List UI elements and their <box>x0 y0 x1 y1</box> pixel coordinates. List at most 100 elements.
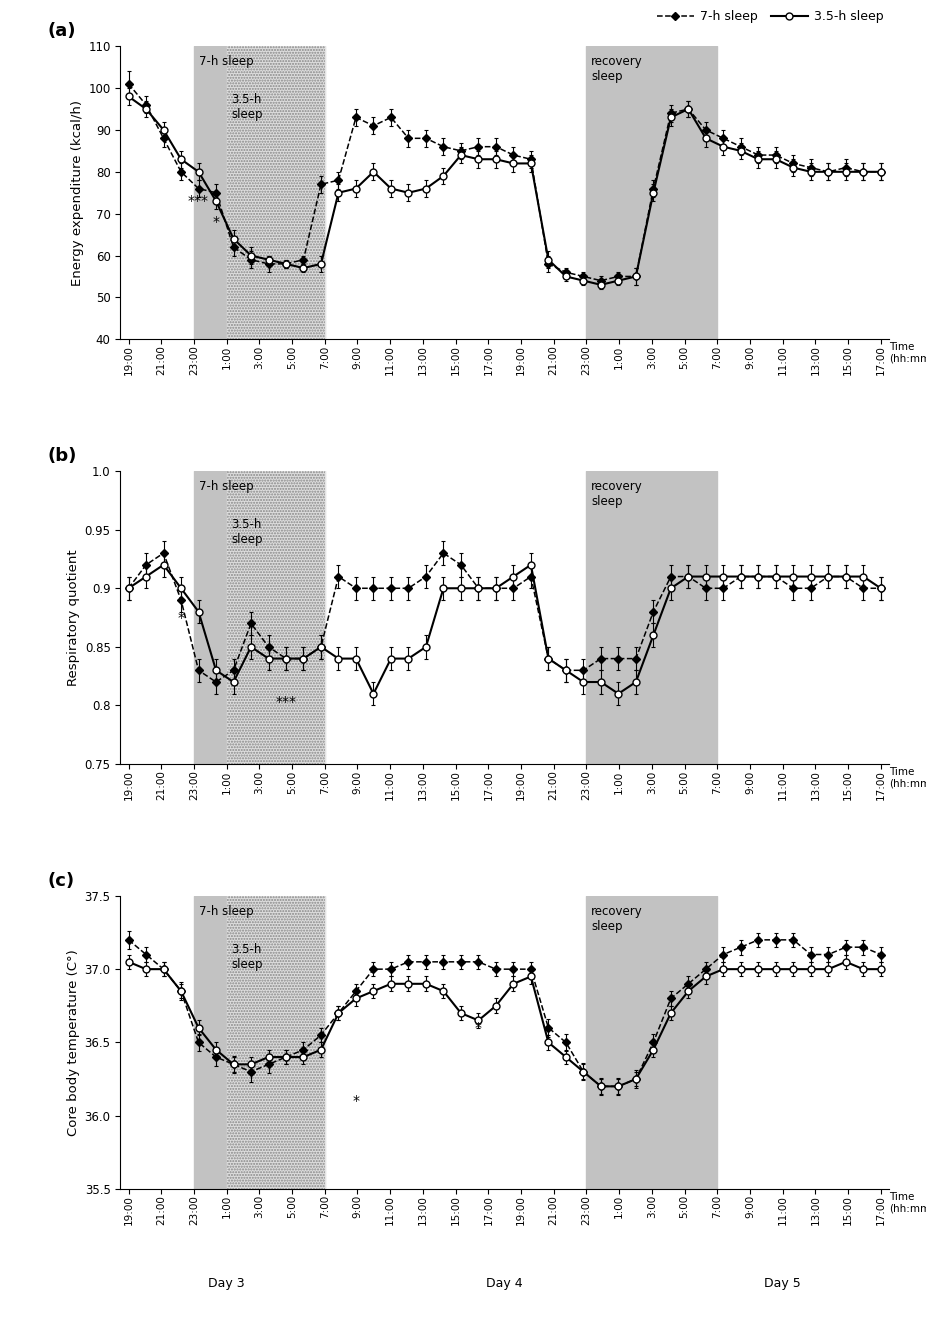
3.5-h sleep <box>665 110 676 125</box>
3.5-h sleep <box>456 1005 467 1021</box>
7-h sleep <box>141 557 152 573</box>
3.5-h sleep <box>438 168 449 184</box>
7-h sleep <box>158 131 169 147</box>
7-h sleep <box>665 106 676 122</box>
Text: ***: *** <box>188 194 209 209</box>
7-h sleep <box>385 110 396 125</box>
Bar <box>194 46 325 339</box>
3.5-h sleep <box>525 156 536 172</box>
3.5-h sleep <box>700 968 711 984</box>
3.5-h sleep <box>560 1049 571 1065</box>
3.5-h sleep <box>298 1049 309 1065</box>
3.5-h sleep <box>840 954 851 970</box>
3.5-h sleep <box>840 568 851 584</box>
Text: 3.5-h
sleep: 3.5-h sleep <box>232 518 263 546</box>
3.5-h sleep <box>298 260 309 276</box>
3.5-h sleep <box>263 252 274 268</box>
7-h sleep <box>316 177 327 193</box>
7-h sleep <box>263 1057 274 1073</box>
7-h sleep <box>822 164 833 180</box>
3.5-h sleep <box>682 568 694 584</box>
Text: *: * <box>353 1094 359 1108</box>
7-h sleep <box>141 96 152 112</box>
3.5-h sleep <box>718 568 729 584</box>
3.5-h sleep <box>403 651 414 667</box>
3.5-h sleep <box>438 580 449 596</box>
Text: 3.5-h
sleep: 3.5-h sleep <box>232 92 263 122</box>
3.5-h sleep <box>595 674 607 690</box>
3.5-h sleep <box>123 580 134 596</box>
3.5-h sleep <box>613 1078 624 1094</box>
Text: (c): (c) <box>47 872 74 890</box>
7-h sleep <box>560 662 571 678</box>
7-h sleep <box>193 662 204 678</box>
7-h sleep <box>438 546 449 561</box>
3.5-h sleep <box>578 272 589 288</box>
7-h sleep <box>648 1034 659 1050</box>
7-h sleep <box>158 962 169 978</box>
Bar <box>194 896 325 1189</box>
7-h sleep <box>350 110 361 125</box>
7-h sleep <box>682 976 694 992</box>
3.5-h sleep <box>333 185 344 201</box>
7-h sleep <box>788 580 799 596</box>
3.5-h sleep <box>875 962 886 978</box>
3.5-h sleep <box>578 1063 589 1079</box>
3.5-h sleep <box>525 968 536 984</box>
3.5-h sleep <box>543 1034 554 1050</box>
3.5-h sleep <box>491 580 502 596</box>
7-h sleep <box>648 181 659 197</box>
Bar <box>227 472 325 764</box>
7-h sleep <box>543 651 554 667</box>
7-h sleep <box>718 947 729 963</box>
7-h sleep <box>735 939 746 955</box>
3.5-h sleep <box>525 557 536 573</box>
3.5-h sleep <box>158 962 169 978</box>
7-h sleep <box>665 991 676 1007</box>
7-h sleep <box>350 580 361 596</box>
3.5-h sleep <box>193 1020 204 1036</box>
3.5-h sleep <box>473 580 484 596</box>
Line: 3.5-h sleep: 3.5-h sleep <box>125 561 884 697</box>
3.5-h sleep <box>507 156 519 172</box>
3.5-h sleep <box>735 143 746 159</box>
7-h sleep <box>193 1034 204 1050</box>
7-h sleep <box>403 580 414 596</box>
7-h sleep <box>578 1063 589 1079</box>
3.5-h sleep <box>456 147 467 162</box>
7-h sleep <box>578 662 589 678</box>
7-h sleep <box>543 256 554 272</box>
7-h sleep <box>770 568 782 584</box>
Text: Day 3: Day 3 <box>208 1277 245 1289</box>
3.5-h sleep <box>595 1078 607 1094</box>
3.5-h sleep <box>228 231 239 247</box>
Bar <box>227 896 325 1189</box>
3.5-h sleep <box>333 1005 344 1021</box>
Text: *: * <box>178 610 184 625</box>
7-h sleep <box>281 1049 292 1065</box>
3.5-h sleep <box>228 1057 239 1073</box>
3.5-h sleep <box>350 651 361 667</box>
7-h sleep <box>543 1020 554 1036</box>
Legend: 7-h sleep, 3.5-h sleep: 7-h sleep, 3.5-h sleep <box>652 5 889 28</box>
3.5-h sleep <box>631 268 642 284</box>
Text: ***: *** <box>276 695 296 709</box>
3.5-h sleep <box>857 962 869 978</box>
7-h sleep <box>631 651 642 667</box>
7-h sleep <box>507 962 519 978</box>
3.5-h sleep <box>403 185 414 201</box>
Bar <box>227 896 325 1189</box>
Y-axis label: Respiratory quotient: Respiratory quotient <box>68 550 81 686</box>
7-h sleep <box>438 139 449 155</box>
3.5-h sleep <box>245 1057 257 1073</box>
3.5-h sleep <box>245 639 257 655</box>
7-h sleep <box>840 160 851 176</box>
7-h sleep <box>333 568 344 584</box>
Bar <box>227 46 325 339</box>
7-h sleep <box>473 954 484 970</box>
7-h sleep <box>525 152 536 168</box>
3.5-h sleep <box>840 164 851 180</box>
3.5-h sleep <box>316 256 327 272</box>
3.5-h sleep <box>788 568 799 584</box>
7-h sleep <box>420 568 432 584</box>
